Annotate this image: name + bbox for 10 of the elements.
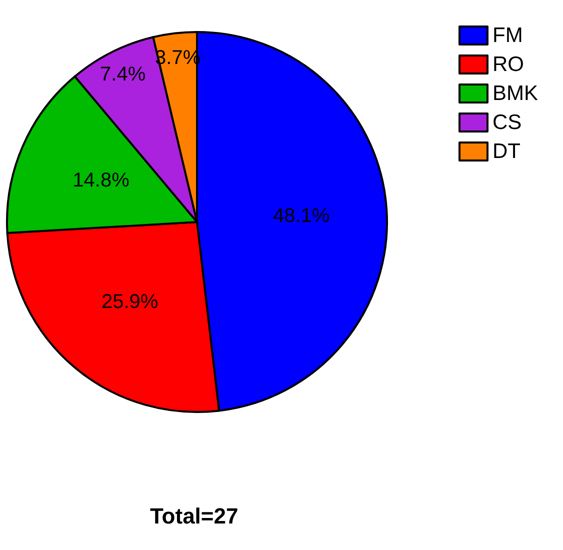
data-label: 7.4%: [100, 63, 146, 86]
legend-label: CS: [492, 111, 522, 134]
legend-label: DT: [492, 140, 521, 163]
legend-label: FM: [492, 24, 523, 47]
data-label: 14.8%: [72, 170, 130, 192]
legend-label: RO: [492, 53, 524, 76]
data-label: 48.1%: [272, 204, 330, 227]
text: Total=27: [150, 504, 238, 528]
legend-label: BMK: [492, 82, 538, 105]
data-label: 25.9%: [101, 291, 158, 314]
